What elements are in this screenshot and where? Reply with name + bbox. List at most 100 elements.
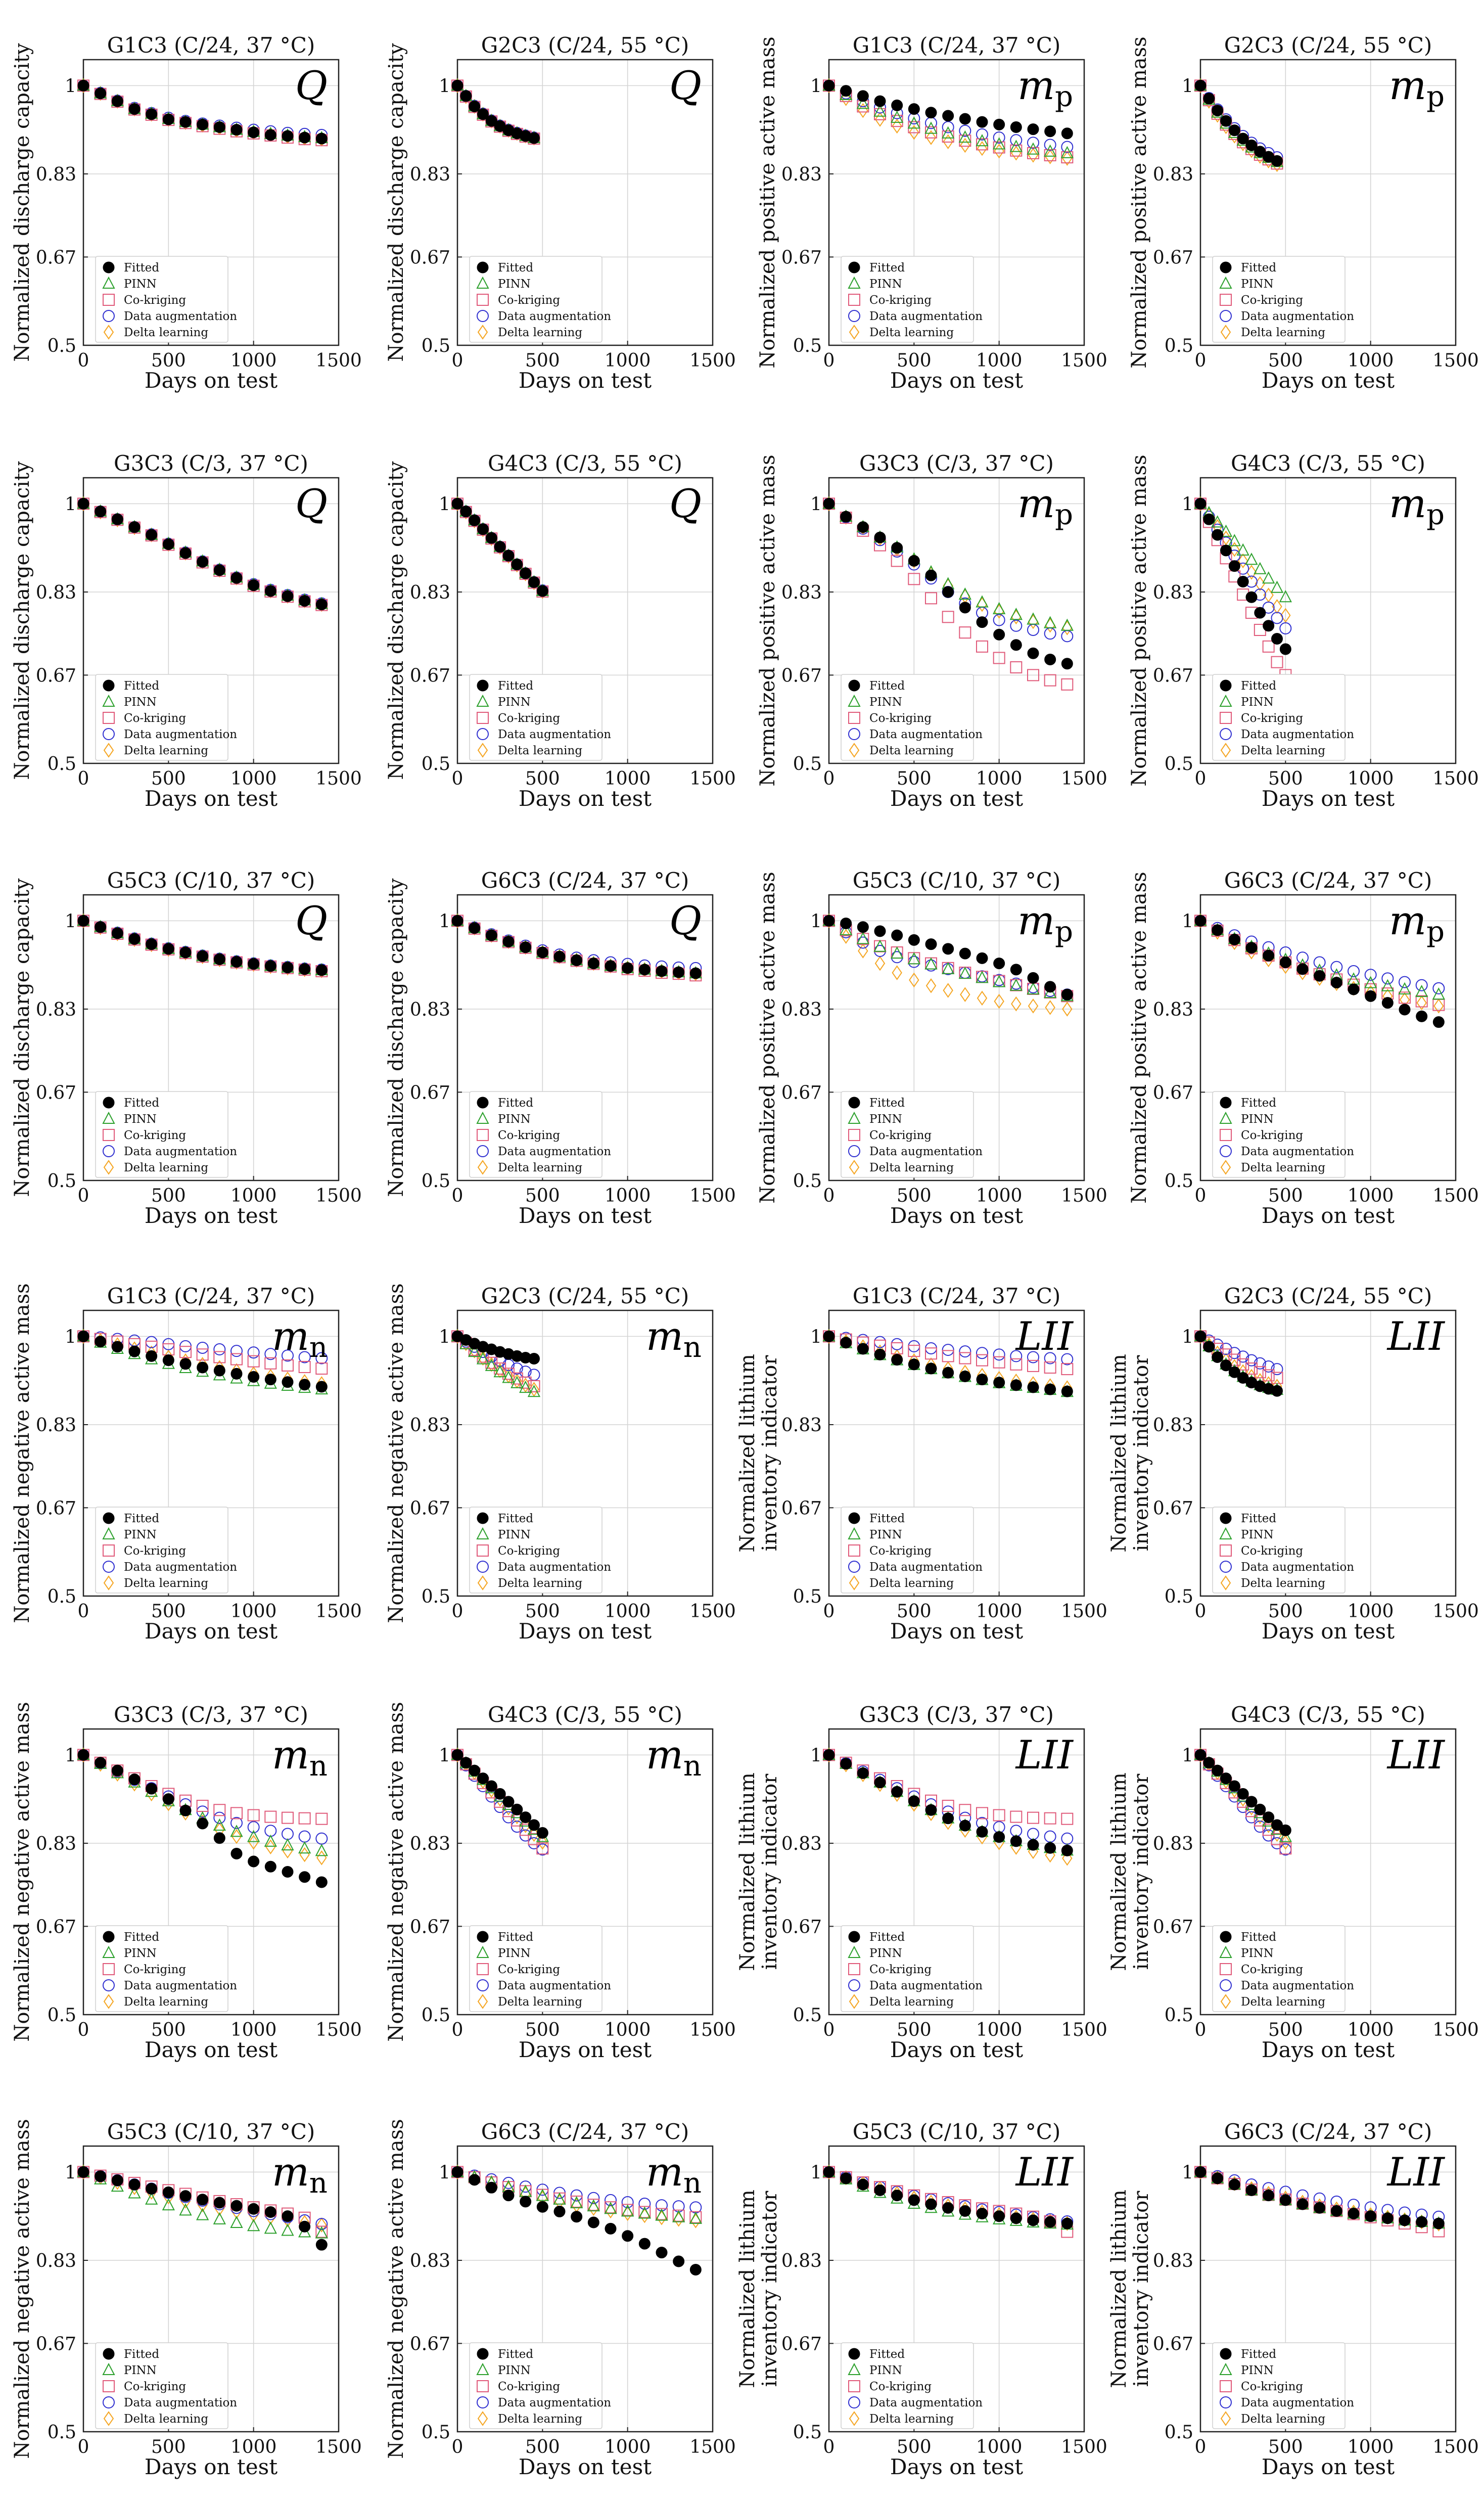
legend-label: Data augmentation xyxy=(1241,1561,1354,1574)
legend-marker xyxy=(103,712,115,724)
data-point xyxy=(1399,2214,1411,2226)
legend-label: Co-kriging xyxy=(498,294,560,307)
data-point xyxy=(213,564,225,576)
data-point xyxy=(77,915,89,927)
data-point xyxy=(840,2172,852,2185)
x-tick-label: 0 xyxy=(1195,350,1207,371)
legend-marker xyxy=(103,728,115,740)
plot-frame xyxy=(1199,894,1457,1181)
series-fitted xyxy=(823,1749,1073,1856)
data-point xyxy=(907,952,920,965)
data-point xyxy=(146,2182,158,2195)
data-point xyxy=(128,1345,141,1357)
legend-label: PINN xyxy=(498,1113,531,1126)
data-point xyxy=(976,1807,988,1819)
series-fitted xyxy=(451,1330,540,1365)
data-point xyxy=(468,1345,481,1357)
data-point xyxy=(485,1780,497,1792)
data-point xyxy=(460,90,472,102)
legend-label: PINN xyxy=(1241,696,1274,709)
data-point xyxy=(958,587,971,600)
x-tick-label: 1000 xyxy=(1348,350,1394,371)
legend-marker xyxy=(848,1145,860,1157)
legend-marker xyxy=(848,1512,860,1524)
variable-label: LII xyxy=(1015,2150,1075,2195)
legend-marker xyxy=(848,694,861,707)
x-tick-label: 1500 xyxy=(1061,350,1107,371)
x-axis-label: Days on test xyxy=(145,1619,277,1644)
variable-label: LII xyxy=(1386,1314,1446,1359)
data-point xyxy=(315,599,328,611)
data-point xyxy=(874,112,886,127)
legend-marker xyxy=(103,294,115,306)
data-point xyxy=(993,602,1006,614)
legend-marker xyxy=(477,261,489,274)
x-tick-label: 500 xyxy=(525,350,560,371)
legend-marker xyxy=(849,1160,860,1175)
data-point xyxy=(1011,146,1022,161)
data-point xyxy=(1279,622,1292,634)
data-point xyxy=(874,1777,886,1789)
legend-marker xyxy=(848,1945,861,1958)
y-tick-label: 0.5 xyxy=(422,336,450,356)
data-point xyxy=(892,118,902,134)
data-point xyxy=(942,943,954,955)
data-point xyxy=(977,990,988,1006)
plot-frame xyxy=(456,1728,714,2016)
chart-panel-14: 0.5 0.67 0.83 1 0 500 1000 1500 G2C3 (C/24, 55 °… xyxy=(385,1283,736,1644)
legend-box xyxy=(95,1091,228,1178)
data-point xyxy=(230,2200,243,2212)
y-tick-label: 1 xyxy=(1182,76,1193,97)
data-point xyxy=(264,1374,276,1386)
data-point xyxy=(1010,1379,1022,1391)
data-point xyxy=(1027,612,1040,625)
x-tick-label: 1000 xyxy=(1348,2437,1394,2458)
legend: Fitted PINN Co-kriging Data augmentation Del… xyxy=(1212,1507,1354,1594)
y-tick-label: 0.83 xyxy=(36,2251,76,2271)
data-point xyxy=(976,1826,988,1838)
y-tick-label: 1 xyxy=(1182,2162,1193,2183)
data-point xyxy=(469,1764,481,1777)
chart-panel-13: 0.5 0.67 0.83 1 0 500 1000 1500 G1C3 (C/24, 37 °… xyxy=(11,1283,362,1644)
x-axis-label: Days on test xyxy=(145,1203,277,1228)
data-point xyxy=(924,957,938,970)
series-fitted xyxy=(1194,915,1445,1028)
data-point xyxy=(281,2223,294,2236)
data-point xyxy=(958,130,971,143)
x-tick-label: 500 xyxy=(897,2437,932,2458)
data-point xyxy=(993,1809,1005,1822)
data-point xyxy=(943,983,953,998)
data-point xyxy=(943,134,953,150)
data-point xyxy=(959,626,971,639)
data-point xyxy=(536,1827,548,1839)
legend-marker xyxy=(848,2348,860,2360)
variable-label: mp xyxy=(1389,898,1445,948)
data-point xyxy=(942,130,954,143)
data-point xyxy=(196,1341,209,1354)
x-tick-label: 1000 xyxy=(1348,768,1394,789)
plot-frame xyxy=(1199,2145,1457,2433)
data-point xyxy=(179,2190,192,2202)
data-point xyxy=(485,2181,497,2194)
data-point xyxy=(1228,124,1240,136)
y-tick-label: 0.83 xyxy=(1153,999,1193,1020)
x-tick-label: 500 xyxy=(1268,1186,1303,1206)
x-tick-label: 1000 xyxy=(230,2437,277,2458)
data-point xyxy=(502,1371,515,1383)
data-point xyxy=(1044,616,1057,628)
data-point xyxy=(553,2192,566,2205)
data-point xyxy=(925,592,937,605)
y-tick-label: 0.67 xyxy=(36,1082,76,1103)
data-point xyxy=(520,567,532,579)
data-point xyxy=(299,595,311,607)
data-point xyxy=(1061,988,1073,1000)
data-point xyxy=(1432,1016,1445,1028)
y-tick-label: 1 xyxy=(439,911,450,932)
y-tick-label: 0.83 xyxy=(781,164,822,185)
legend-label: Delta learning xyxy=(498,744,582,757)
x-tick-label: 0 xyxy=(823,1186,835,1206)
data-point xyxy=(1044,1352,1056,1364)
legend-box xyxy=(1212,674,1346,761)
data-point xyxy=(213,2212,226,2224)
y-tick-label: 0.67 xyxy=(410,1498,450,1519)
